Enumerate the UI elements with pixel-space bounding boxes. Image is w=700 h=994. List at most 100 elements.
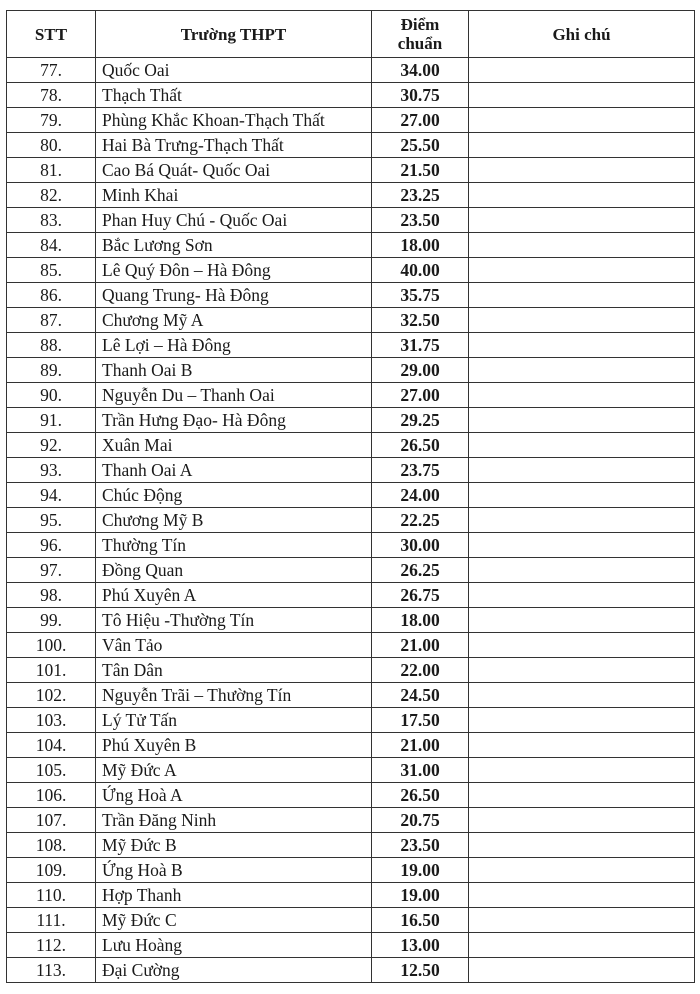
table-row: 112. Lưu Hoàng 13.00 [6, 932, 695, 958]
stt-cell: 89. [6, 357, 96, 383]
stt-cell: 88. [6, 332, 96, 358]
score-cell: 27.00 [371, 382, 469, 408]
note-cell [468, 632, 695, 658]
stt-cell: 111. [6, 907, 96, 933]
school-cell: Trần Hưng Đạo- Hà Đông [95, 407, 372, 433]
school-cell: Quang Trung- Hà Đông [95, 282, 372, 308]
note-cell [468, 57, 695, 83]
school-cell: Lý Tử Tấn [95, 707, 372, 733]
table-row: 80. Hai Bà Trưng-Thạch Thất 25.50 [6, 132, 695, 158]
school-cell: Mỹ Đức C [95, 907, 372, 933]
table-row: 79. Phùng Khắc Khoan-Thạch Thất 27.00 [6, 107, 695, 133]
score-cell: 23.50 [371, 832, 469, 858]
table-row: 97. Đồng Quan 26.25 [6, 557, 695, 583]
score-cell: 31.75 [371, 332, 469, 358]
note-cell [468, 557, 695, 583]
header-score: Điểm chuẩn [371, 10, 469, 58]
table-row: 111. Mỹ Đức C 16.50 [6, 907, 695, 933]
table-row: 91. Trần Hưng Đạo- Hà Đông 29.25 [6, 407, 695, 433]
school-cell: Bắc Lương Sơn [95, 232, 372, 258]
note-cell [468, 257, 695, 283]
school-cell: Cao Bá Quát- Quốc Oai [95, 157, 372, 183]
score-cell: 31.00 [371, 757, 469, 783]
table-row: 102. Nguyễn Trãi – Thường Tín 24.50 [6, 682, 695, 708]
table-row: 109. Ứng Hoà B 19.00 [6, 857, 695, 883]
stt-cell: 92. [6, 432, 96, 458]
table-row: 83. Phan Huy Chú - Quốc Oai 23.50 [6, 207, 695, 233]
note-cell [468, 232, 695, 258]
score-cell: 21.50 [371, 157, 469, 183]
score-cell: 26.75 [371, 582, 469, 608]
score-cell: 18.00 [371, 607, 469, 633]
table-row: 96. Thường Tín 30.00 [6, 532, 695, 558]
table-row: 94. Chúc Động 24.00 [6, 482, 695, 508]
stt-cell: 106. [6, 782, 96, 808]
note-cell [468, 357, 695, 383]
stt-cell: 102. [6, 682, 96, 708]
school-cell: Lê Lợi – Hà Đông [95, 332, 372, 358]
score-cell: 27.00 [371, 107, 469, 133]
score-cell: 29.25 [371, 407, 469, 433]
table-row: 98. Phú Xuyên A 26.75 [6, 582, 695, 608]
stt-cell: 108. [6, 832, 96, 858]
table-row: 78. Thạch Thất 30.75 [6, 82, 695, 108]
score-cell: 17.50 [371, 707, 469, 733]
score-cell: 21.00 [371, 732, 469, 758]
note-cell [468, 932, 695, 958]
note-cell [468, 907, 695, 933]
note-cell [468, 582, 695, 608]
stt-cell: 83. [6, 207, 96, 233]
table-row: 110. Hợp Thanh 19.00 [6, 882, 695, 908]
table-row: 92. Xuân Mai 26.50 [6, 432, 695, 458]
school-cell: Ứng Hoà A [95, 782, 372, 808]
stt-cell: 107. [6, 807, 96, 833]
note-cell [468, 757, 695, 783]
stt-cell: 100. [6, 632, 96, 658]
stt-cell: 82. [6, 182, 96, 208]
table-row: 89. Thanh Oai B 29.00 [6, 357, 695, 383]
note-cell [468, 132, 695, 158]
note-cell [468, 82, 695, 108]
score-cell: 21.00 [371, 632, 469, 658]
score-cell: 22.25 [371, 507, 469, 533]
score-cell: 30.75 [371, 82, 469, 108]
score-cell: 24.50 [371, 682, 469, 708]
score-cell: 19.00 [371, 857, 469, 883]
note-cell [468, 207, 695, 233]
score-cell: 25.50 [371, 132, 469, 158]
score-cell: 20.75 [371, 807, 469, 833]
table-row: 87. Chương Mỹ A 32.50 [6, 307, 695, 333]
school-cell: Phan Huy Chú - Quốc Oai [95, 207, 372, 233]
note-cell [468, 182, 695, 208]
score-cell: 30.00 [371, 532, 469, 558]
school-cell: Nguyễn Trãi – Thường Tín [95, 682, 372, 708]
table-row: 107. Trần Đăng Ninh 20.75 [6, 807, 695, 833]
school-cell: Chúc Động [95, 482, 372, 508]
note-cell [468, 707, 695, 733]
score-cell: 23.75 [371, 457, 469, 483]
school-cell: Mỹ Đức B [95, 832, 372, 858]
table-row: 95. Chương Mỹ B 22.25 [6, 507, 695, 533]
stt-cell: 90. [6, 382, 96, 408]
school-cell: Xuân Mai [95, 432, 372, 458]
stt-cell: 80. [6, 132, 96, 158]
note-cell [468, 482, 695, 508]
note-cell [468, 682, 695, 708]
table-row: 90. Nguyễn Du – Thanh Oai 27.00 [6, 382, 695, 408]
score-cell: 26.50 [371, 432, 469, 458]
table-row: 99. Tô Hiệu -Thường Tín 18.00 [6, 607, 695, 633]
score-cell: 26.25 [371, 557, 469, 583]
score-cell: 22.00 [371, 657, 469, 683]
school-cell: Mỹ Đức A [95, 757, 372, 783]
score-cell: 12.50 [371, 957, 469, 983]
stt-cell: 85. [6, 257, 96, 283]
table-row: 103. Lý Tử Tấn 17.50 [6, 707, 695, 733]
table-row: 77. Quốc Oai 34.00 [6, 57, 695, 83]
school-cell: Chương Mỹ B [95, 507, 372, 533]
note-cell [468, 457, 695, 483]
note-cell [468, 532, 695, 558]
note-cell [468, 607, 695, 633]
score-cell: 24.00 [371, 482, 469, 508]
school-cell: Thanh Oai A [95, 457, 372, 483]
school-cell: Đồng Quan [95, 557, 372, 583]
